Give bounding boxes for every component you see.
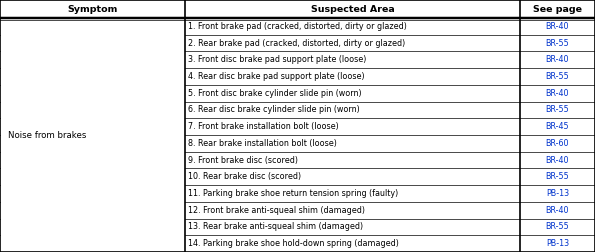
Text: 13. Rear brake anti-squeal shim (damaged): 13. Rear brake anti-squeal shim (damaged… <box>188 223 363 231</box>
Text: Symptom: Symptom <box>67 5 118 14</box>
Text: 1. Front brake pad (cracked, distorted, dirty or glazed): 1. Front brake pad (cracked, distorted, … <box>188 22 407 31</box>
Bar <box>0 185 595 202</box>
Bar <box>0 168 595 185</box>
Bar <box>0 202 595 218</box>
Text: 8. Rear brake installation bolt (loose): 8. Rear brake installation bolt (loose) <box>188 139 337 148</box>
Text: PB-13: PB-13 <box>546 239 569 248</box>
Bar <box>0 35 595 51</box>
Text: 12. Front brake anti-squeal shim (damaged): 12. Front brake anti-squeal shim (damage… <box>188 206 365 215</box>
Text: BR-55: BR-55 <box>546 39 569 48</box>
Text: BR-40: BR-40 <box>546 22 569 31</box>
Text: 9. Front brake disc (scored): 9. Front brake disc (scored) <box>188 155 298 165</box>
Text: 11. Parking brake shoe return tension spring (faulty): 11. Parking brake shoe return tension sp… <box>188 189 398 198</box>
Bar <box>0 51 595 68</box>
Text: 2. Rear brake pad (cracked, distorted, dirty or glazed): 2. Rear brake pad (cracked, distorted, d… <box>188 39 405 48</box>
Text: 3. Front disc brake pad support plate (loose): 3. Front disc brake pad support plate (l… <box>188 55 367 64</box>
Text: 14. Parking brake shoe hold-down spring (damaged): 14. Parking brake shoe hold-down spring … <box>188 239 399 248</box>
Bar <box>0 118 595 135</box>
Bar <box>0 102 595 118</box>
Text: BR-60: BR-60 <box>546 139 569 148</box>
Bar <box>0 218 595 235</box>
Text: BR-55: BR-55 <box>546 223 569 231</box>
Text: Suspected Area: Suspected Area <box>311 5 394 14</box>
Bar <box>0 235 595 252</box>
Bar <box>0 85 595 102</box>
Bar <box>0 0 595 18</box>
Text: 4. Rear disc brake pad support plate (loose): 4. Rear disc brake pad support plate (lo… <box>188 72 365 81</box>
Bar <box>0 152 595 168</box>
Text: 7. Front brake installation bolt (loose): 7. Front brake installation bolt (loose) <box>188 122 339 131</box>
Text: BR-55: BR-55 <box>546 172 569 181</box>
Text: Noise from brakes: Noise from brakes <box>8 131 86 140</box>
Text: 5. Front disc brake cylinder slide pin (worn): 5. Front disc brake cylinder slide pin (… <box>188 89 362 98</box>
Text: 6. Rear disc brake cylinder slide pin (worn): 6. Rear disc brake cylinder slide pin (w… <box>188 105 360 114</box>
Bar <box>0 135 595 152</box>
Text: BR-40: BR-40 <box>546 55 569 64</box>
Text: BR-40: BR-40 <box>546 155 569 165</box>
Text: See page: See page <box>533 5 582 14</box>
Bar <box>0 68 595 85</box>
Bar <box>0 18 595 35</box>
Text: PB-13: PB-13 <box>546 189 569 198</box>
Text: BR-40: BR-40 <box>546 206 569 215</box>
Text: BR-40: BR-40 <box>546 89 569 98</box>
Text: BR-45: BR-45 <box>546 122 569 131</box>
Text: BR-55: BR-55 <box>546 105 569 114</box>
Text: 10. Rear brake disc (scored): 10. Rear brake disc (scored) <box>188 172 301 181</box>
Text: BR-55: BR-55 <box>546 72 569 81</box>
